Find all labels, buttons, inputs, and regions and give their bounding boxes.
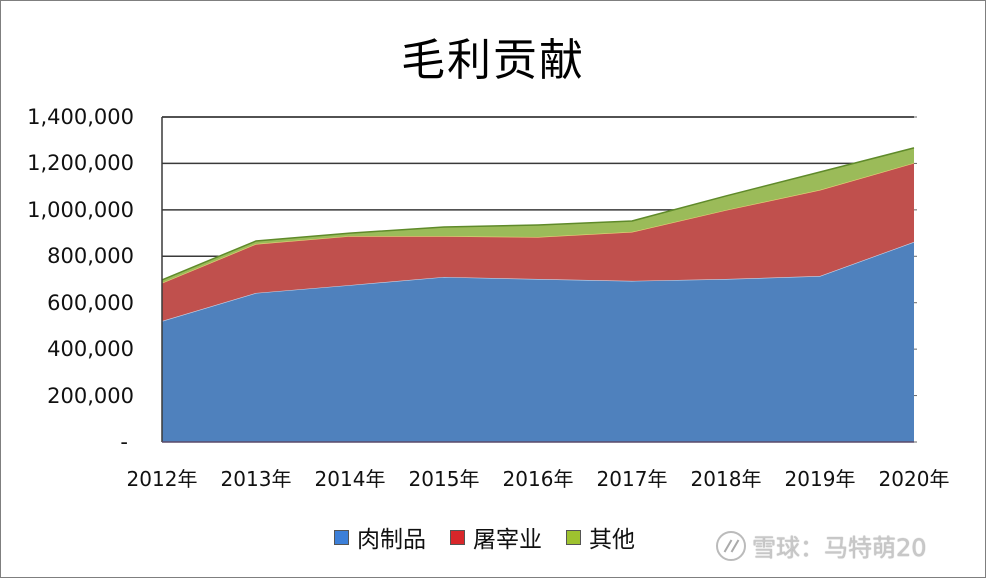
snowball-logo-icon	[716, 530, 746, 561]
y-tick-label: 1,400,000	[27, 105, 134, 129]
legend-item-slaughter: 屠宰业	[450, 520, 542, 554]
watermark-text: 雪球：马特萌20	[752, 534, 927, 562]
x-tick-label: 2015年	[408, 467, 480, 491]
y-tick-label: 400,000	[47, 337, 134, 362]
legend-label-meat-products: 肉制品	[357, 527, 426, 553]
x-tick-label: 2016年	[502, 467, 574, 491]
area-series-1	[162, 162, 914, 322]
y-tick-label: 1,200,000	[27, 151, 134, 176]
y-tick-label: 600,000	[47, 290, 134, 315]
legend-label-other: 其他	[589, 527, 635, 553]
y-tick-label: -	[120, 430, 128, 454]
legend-swatch-meat-products	[334, 529, 349, 545]
y-tick-label: 1,000,000	[27, 197, 134, 222]
watermark: 雪球：马特萌20	[716, 528, 927, 563]
legend-swatch-other	[566, 529, 581, 545]
x-tick-label: 2020年	[878, 467, 950, 491]
legend-item-other: 其他	[566, 520, 635, 554]
legend: 肉制品 屠宰业 其他	[334, 520, 635, 554]
x-tick-label: 2012年	[126, 467, 198, 491]
y-tick-label: 200,000	[47, 383, 134, 408]
legend-swatch-slaughter	[450, 529, 465, 545]
x-tick-label: 2017年	[596, 467, 668, 491]
legend-item-meat-products: 肉制品	[334, 520, 426, 554]
area-edge-2	[161, 147, 915, 281]
x-tick-label: 2013年	[220, 467, 292, 491]
y-tick-label: 800,000	[47, 244, 134, 269]
chart-title: 毛利贡献	[401, 35, 585, 86]
x-tick-label: 2018年	[690, 467, 762, 491]
x-tick-label: 2014年	[314, 467, 386, 491]
x-tick-label: 2019年	[784, 467, 856, 491]
area-series-0	[162, 241, 914, 442]
legend-label-slaughter: 屠宰业	[473, 527, 542, 553]
